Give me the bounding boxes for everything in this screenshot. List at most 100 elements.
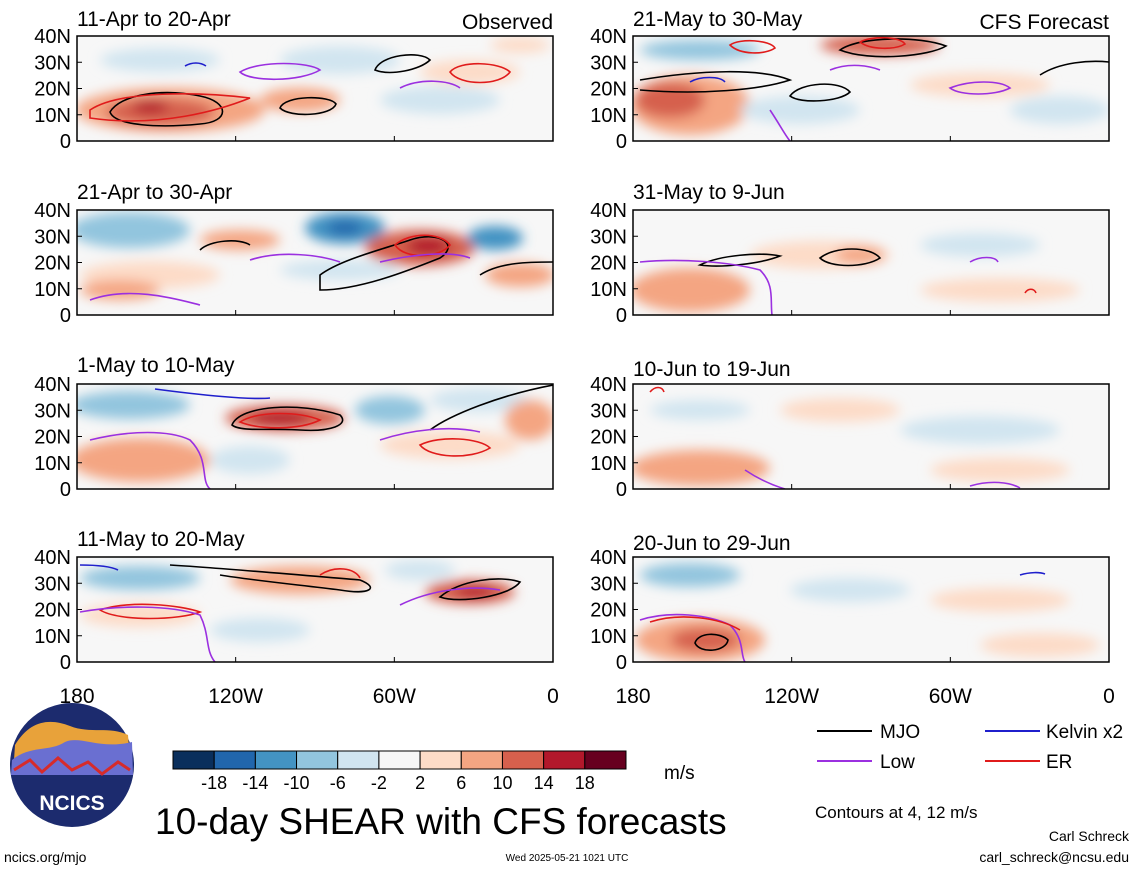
site-link[interactable]: ncics.org/mjo bbox=[4, 849, 87, 865]
panel-forecast-3: 10-Jun to 19-Jun bbox=[632, 358, 1110, 490]
panel-observed-4: 11-May to 20-May bbox=[76, 528, 554, 663]
y-tick-label: 30N bbox=[34, 400, 71, 422]
colorbar-swatch bbox=[419, 750, 462, 770]
x-tick-label: 60W bbox=[929, 685, 972, 708]
colorbar-swatch bbox=[296, 750, 339, 770]
legend: MJO Kelvin x2 Low ER bbox=[817, 722, 1123, 773]
shear-field bbox=[77, 212, 553, 300]
y-tick-label: 20N bbox=[34, 427, 71, 449]
y-tick-label: 0 bbox=[60, 479, 71, 501]
ncics-logo: NCICS bbox=[10, 703, 134, 827]
panel-title: 20-Jun to 29-Jun bbox=[633, 532, 791, 555]
colorbar-label: -18 bbox=[201, 773, 227, 793]
shear-field bbox=[633, 233, 1080, 312]
colorbar-label: 2 bbox=[415, 773, 425, 793]
axis-labels: 40N 30N 20N 10N 0 40N 30N 20N 10N 0 40N 30N 20N 10N 0 4… bbox=[34, 26, 1115, 708]
legend-label-mjo: MJO bbox=[880, 722, 920, 743]
panel-tag: Observed bbox=[462, 11, 553, 34]
x-tick-label: 120W bbox=[208, 685, 263, 708]
author-email[interactable]: carl_schreck@ncsu.edu bbox=[979, 849, 1129, 865]
author-name: Carl Schreck bbox=[1049, 828, 1130, 844]
colorbar-label: 18 bbox=[575, 773, 595, 793]
y-tick-label: 40N bbox=[34, 547, 71, 569]
y-tick-label: 0 bbox=[616, 652, 627, 674]
colorbar-swatch bbox=[584, 750, 627, 770]
shear-field bbox=[635, 563, 1100, 662]
colorbar-swatch bbox=[254, 750, 298, 770]
y-tick-label: 0 bbox=[616, 305, 627, 327]
x-tick-label: 180 bbox=[59, 685, 94, 708]
colorbar-label: -2 bbox=[371, 773, 387, 793]
colorbar-label: -14 bbox=[242, 773, 268, 793]
y-tick-label: 20N bbox=[34, 79, 71, 101]
colorbar-swatch bbox=[213, 750, 256, 770]
colorbar-swatch bbox=[501, 750, 545, 770]
y-tick-label: 40N bbox=[34, 374, 71, 396]
colorbar-swatch bbox=[172, 750, 215, 770]
legend-label-er: ER bbox=[1046, 752, 1072, 773]
y-tick-label: 40N bbox=[590, 547, 627, 569]
y-tick-label: 30N bbox=[590, 52, 627, 74]
y-tick-label: 0 bbox=[60, 131, 71, 153]
y-tick-label: 30N bbox=[34, 573, 71, 595]
figure-title: 10-day SHEAR with CFS forecasts bbox=[155, 801, 727, 842]
contours bbox=[89, 54, 512, 127]
y-tick-label: 20N bbox=[590, 253, 627, 275]
y-tick-label: 40N bbox=[590, 200, 627, 222]
x-tick-label: 0 bbox=[1103, 685, 1115, 708]
panel-observed-1: 11-Apr to 20-Apr Observed bbox=[76, 8, 554, 142]
logo-pulse bbox=[13, 756, 131, 776]
y-tick-label: 10N bbox=[590, 453, 627, 475]
y-tick-label: 40N bbox=[34, 26, 71, 48]
y-tick-label: 0 bbox=[616, 131, 627, 153]
shear-field bbox=[633, 398, 1070, 486]
colorbar-label: -6 bbox=[330, 773, 346, 793]
x-tick-label: 0 bbox=[547, 685, 559, 708]
y-tick-label: 20N bbox=[34, 600, 71, 622]
y-tick-label: 10N bbox=[590, 626, 627, 648]
shear-field bbox=[77, 388, 553, 482]
colorbar-label: 14 bbox=[534, 773, 554, 793]
panel-forecast-2: 31-May to 9-Jun bbox=[632, 181, 1110, 316]
contours bbox=[639, 571, 1046, 662]
y-tick-label: 10N bbox=[590, 279, 627, 301]
y-tick-label: 10N bbox=[34, 279, 71, 301]
colorbar-label: -10 bbox=[284, 773, 310, 793]
colorbar-swatch bbox=[460, 750, 503, 770]
y-tick-label: 30N bbox=[34, 52, 71, 74]
contours bbox=[649, 386, 1021, 489]
colorbar-swatch bbox=[543, 750, 586, 770]
y-tick-label: 20N bbox=[590, 427, 627, 449]
panel-observed-3: 1-May to 10-May bbox=[76, 354, 554, 490]
y-tick-label: 10N bbox=[34, 105, 71, 127]
contours bbox=[639, 36, 1109, 141]
y-tick-label: 20N bbox=[590, 600, 627, 622]
panel-forecast-4: 20-Jun to 29-Jun bbox=[632, 532, 1110, 663]
y-tick-label: 40N bbox=[34, 200, 71, 222]
colorbar-label: 6 bbox=[456, 773, 466, 793]
panel-title: 11-May to 20-May bbox=[77, 528, 245, 551]
y-tick-label: 0 bbox=[60, 305, 71, 327]
y-tick-label: 30N bbox=[590, 573, 627, 595]
logo-text: NCICS bbox=[39, 792, 104, 815]
y-tick-label: 10N bbox=[590, 105, 627, 127]
y-tick-label: 30N bbox=[34, 226, 71, 248]
x-tick-label: 60W bbox=[373, 685, 416, 708]
colorbar-swatch bbox=[337, 750, 380, 770]
shear-field bbox=[633, 36, 1109, 135]
colorbar-swatch bbox=[378, 750, 421, 770]
contours bbox=[89, 234, 553, 306]
legend-label-kelvin: Kelvin x2 bbox=[1046, 722, 1123, 743]
contours bbox=[79, 564, 522, 662]
y-tick-label: 20N bbox=[590, 79, 627, 101]
x-tick-label: 120W bbox=[764, 685, 819, 708]
panel-title: 10-Jun to 19-Jun bbox=[633, 358, 791, 381]
panel-tag: CFS Forecast bbox=[979, 11, 1109, 34]
y-tick-label: 0 bbox=[616, 479, 627, 501]
colorbar: -18 -14 -10 -6 -2 2 6 10 14 18 bbox=[172, 750, 627, 793]
y-tick-label: 10N bbox=[34, 626, 71, 648]
panel-title: 21-May to 30-May bbox=[633, 8, 803, 31]
panel-title: 31-May to 9-Jun bbox=[633, 181, 785, 204]
y-tick-label: 40N bbox=[590, 26, 627, 48]
panel-forecast-1: 21-May to 30-May CFS Forecast bbox=[632, 8, 1110, 142]
